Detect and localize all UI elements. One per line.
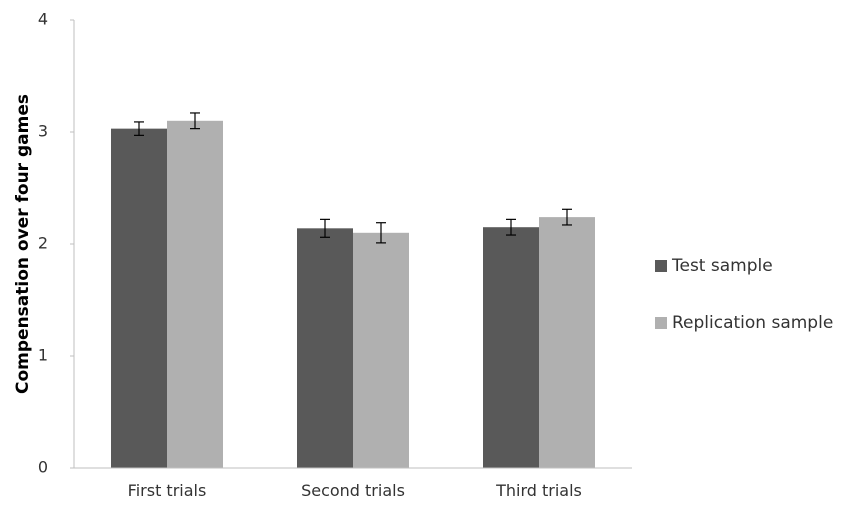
legend-swatch [655, 260, 667, 272]
y-tick-label: 1 [38, 346, 48, 365]
bar [539, 217, 595, 468]
y-tick-label: 0 [38, 458, 48, 477]
legend: Test sample Replication sample [655, 256, 833, 333]
bar [297, 228, 353, 468]
bar [483, 227, 539, 468]
bar [111, 128, 167, 468]
x-axis: First trials Second trials Third trials [74, 467, 632, 500]
x-tick-label: First trials [128, 481, 207, 500]
y-axis: 0 1 2 3 4 [38, 10, 75, 477]
bar [167, 120, 223, 469]
bars [111, 112, 595, 469]
x-tick-label: Second trials [301, 481, 405, 500]
x-tick-label: Third trials [495, 481, 582, 500]
legend-label: Test sample [671, 256, 773, 276]
bar [353, 232, 409, 468]
y-tick-label: 4 [38, 10, 48, 29]
legend-swatch [655, 317, 667, 329]
y-tick-label: 2 [38, 234, 48, 253]
y-axis-label: Compensation over four games [13, 94, 33, 394]
y-tick-label: 3 [38, 122, 48, 141]
legend-label: Replication sample [672, 313, 833, 333]
